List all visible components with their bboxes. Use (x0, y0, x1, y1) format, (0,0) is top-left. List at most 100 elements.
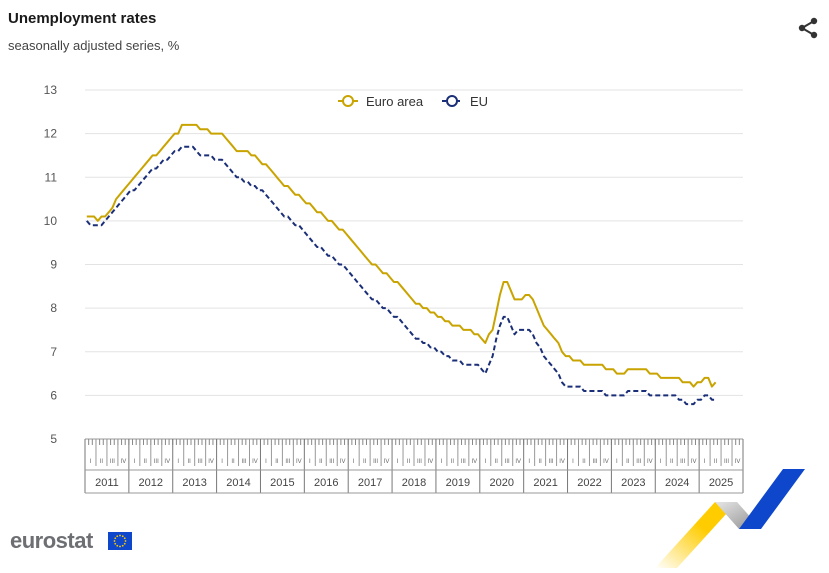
quarter-label: IV (691, 459, 697, 465)
quarter-label: I (441, 459, 443, 465)
quarter-label: IV (208, 459, 214, 465)
quarter-label: I (90, 459, 92, 465)
quarter-label: II (670, 459, 674, 465)
quarter-label: I (572, 459, 574, 465)
quarter-label: II (231, 459, 235, 465)
year-label: 2018 (402, 477, 426, 489)
quarter-label: III (329, 459, 334, 465)
quarter-label: I (397, 459, 399, 465)
quarter-label: I (704, 459, 706, 465)
quarter-label: I (484, 459, 486, 465)
decorative-ribbon-graphic (655, 465, 829, 568)
quarter-label: IV (252, 459, 258, 465)
year-label: 2017 (358, 477, 382, 489)
y-tick-label: 6 (50, 388, 57, 402)
quarter-label: II (275, 459, 279, 465)
quarter-label: I (134, 459, 136, 465)
quarter-label: III (549, 459, 554, 465)
quarter-label: I (353, 459, 355, 465)
legend-item-eu[interactable]: EU (442, 94, 488, 109)
quarter-label: III (154, 459, 159, 465)
quarter-label: I (528, 459, 530, 465)
year-label: 2016 (314, 477, 338, 489)
y-tick-label: 13 (44, 83, 58, 97)
quarter-label: II (714, 459, 718, 465)
year-label: 2011 (95, 477, 119, 489)
quarter-label: III (373, 459, 378, 465)
chart-grid (85, 89, 743, 440)
quarter-label: III (285, 459, 290, 465)
year-label: 2024 (665, 477, 689, 489)
quarter-label: IV (384, 459, 390, 465)
chart-series (86, 123, 717, 406)
quarter-label: II (100, 459, 104, 465)
quarter-label: I (265, 459, 267, 465)
year-label: 2012 (139, 477, 163, 489)
quarter-label: IV (296, 459, 302, 465)
y-tick-label: 11 (45, 170, 58, 184)
quarter-label: IV (559, 459, 565, 465)
quarter-label: IV (603, 459, 609, 465)
share-icon[interactable] (796, 16, 820, 40)
y-tick-label: 5 (50, 432, 57, 446)
quarter-label: II (363, 459, 367, 465)
quarter-label: III (417, 459, 422, 465)
year-label: 2020 (489, 477, 513, 489)
quarter-label: II (626, 459, 630, 465)
year-label: 2021 (533, 477, 557, 489)
quarter-label: IV (428, 459, 434, 465)
quarter-label: I (616, 459, 618, 465)
y-tick-label: 8 (50, 301, 57, 315)
y-tick-label: 12 (44, 127, 58, 141)
quarter-label: I (177, 459, 179, 465)
chart-title: Unemployment rates (8, 10, 157, 27)
year-label: 2022 (577, 477, 601, 489)
legend-label: EU (470, 94, 488, 109)
y-axis: 5 6 7 8 9 10 11 12 13 (44, 83, 58, 446)
quarter-label: II (144, 459, 148, 465)
quarter-label: I (221, 459, 223, 465)
chart-subtitle: seasonally adjusted series, % (8, 38, 180, 53)
quarter-label: II (582, 459, 586, 465)
quarter-label: IV (515, 459, 521, 465)
quarter-label: III (680, 459, 685, 465)
quarter-label: I (660, 459, 662, 465)
quarter-label: III (110, 459, 115, 465)
quarter-label: II (188, 459, 192, 465)
quarter-label: III (505, 459, 510, 465)
quarter-label: II (538, 459, 542, 465)
y-tick-label: 10 (44, 214, 58, 228)
y-tick-label: 7 (50, 345, 57, 359)
quarter-label: III (592, 459, 597, 465)
quarter-label: II (495, 459, 499, 465)
quarter-label: III (636, 459, 641, 465)
quarter-label: III (461, 459, 466, 465)
quarter-label: IV (735, 459, 741, 465)
quarter-label: I (309, 459, 311, 465)
year-label: 2019 (446, 477, 470, 489)
quarter-label: II (319, 459, 323, 465)
quarter-label: II (451, 459, 455, 465)
y-tick-label: 9 (50, 258, 57, 272)
year-label: 2014 (226, 477, 250, 489)
year-label: 2025 (709, 477, 733, 489)
legend-marker (342, 95, 354, 107)
quarter-label: III (198, 459, 203, 465)
year-label: 2023 (621, 477, 645, 489)
quarter-label: III (242, 459, 247, 465)
quarter-label: IV (340, 459, 346, 465)
legend-item-euro-area[interactable]: Euro area (338, 94, 424, 109)
legend-label: Euro area (366, 94, 424, 109)
quarter-label: IV (121, 459, 127, 465)
quarter-label: IV (647, 459, 653, 465)
chart-legend[interactable]: Euro area EU (338, 94, 488, 109)
eu-flag-icon (108, 532, 132, 550)
eurostat-logo-text: eurostat (10, 528, 93, 553)
year-label: 2015 (270, 477, 294, 489)
quarter-label: IV (164, 459, 170, 465)
legend-marker (446, 95, 458, 107)
year-label: 2013 (182, 477, 206, 489)
quarter-label: II (407, 459, 411, 465)
